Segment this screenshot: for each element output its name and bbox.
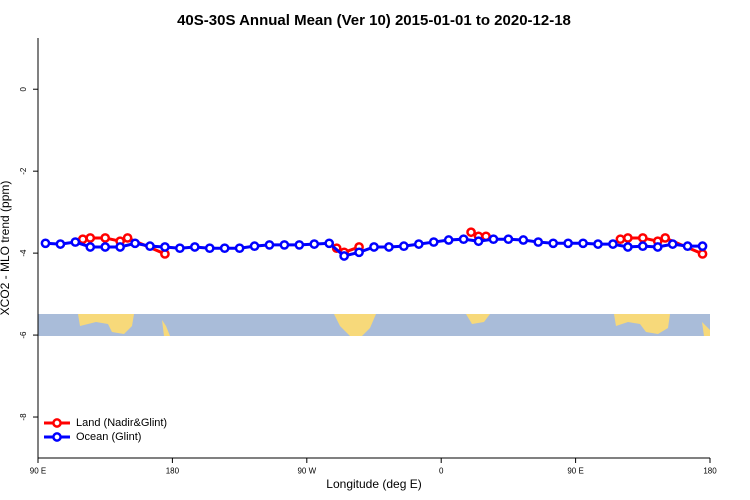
point <box>384 242 394 252</box>
y-tick-label: -8 <box>19 413 28 421</box>
legend-label: Ocean (Glint) <box>76 431 141 443</box>
x-tick-label: 180 <box>166 467 180 476</box>
y-tick-label: -4 <box>19 249 28 257</box>
point <box>652 242 663 252</box>
point <box>100 242 111 252</box>
point <box>578 238 588 249</box>
point <box>354 247 364 258</box>
point <box>55 239 66 249</box>
x-tick-label: 90 E <box>30 467 46 476</box>
point <box>615 234 626 245</box>
ocean-strip <box>38 314 710 336</box>
x-tick-label: 180 <box>703 467 717 476</box>
point <box>70 237 81 247</box>
point <box>623 233 633 243</box>
point <box>249 241 260 252</box>
point <box>122 233 133 243</box>
x-tick-label: 90 E <box>567 467 583 476</box>
point <box>219 243 230 254</box>
point <box>204 243 215 254</box>
map-strip <box>38 314 710 336</box>
legend-label: Land (Nadir&Glint) <box>76 417 167 429</box>
point <box>130 238 140 249</box>
point <box>77 234 88 245</box>
legend-marker <box>52 418 62 428</box>
y-tick-label: -6 <box>19 331 28 339</box>
point <box>488 234 499 245</box>
x-tick-label: 0 <box>439 467 444 476</box>
point <box>667 239 678 249</box>
point <box>660 233 671 243</box>
point <box>682 241 693 252</box>
point <box>637 241 648 252</box>
point <box>309 239 320 249</box>
point <box>533 237 544 247</box>
point <box>85 233 96 243</box>
y-tick-label: -2 <box>19 167 28 175</box>
point <box>399 241 409 252</box>
point <box>428 237 439 247</box>
point <box>115 242 125 252</box>
x-tick-label: 90 W <box>297 467 316 476</box>
point <box>324 238 335 249</box>
legend-marker <box>52 432 62 442</box>
x-axis-label: Longitude (deg E) <box>326 477 421 491</box>
point <box>608 239 618 249</box>
point <box>548 238 559 249</box>
chart-title: 40S-30S Annual Mean (Ver 10) 2015-01-01 … <box>177 12 571 29</box>
point <box>189 242 200 252</box>
point <box>175 243 185 254</box>
point <box>623 242 633 252</box>
point <box>637 233 648 243</box>
point <box>264 240 275 250</box>
land-shape <box>78 314 134 334</box>
point <box>443 235 454 245</box>
y-tick-label: 0 <box>19 86 28 91</box>
point <box>503 234 514 245</box>
point <box>279 240 290 250</box>
point <box>466 227 476 238</box>
point <box>100 233 111 243</box>
y-axis-label: XCO2 - MLO trend (ppm) <box>0 181 12 316</box>
land-shape <box>334 314 376 336</box>
point <box>369 242 379 252</box>
point <box>563 238 573 249</box>
land-shape <box>702 322 710 336</box>
point <box>40 238 51 249</box>
land-shape <box>162 320 170 336</box>
point <box>413 239 424 249</box>
point <box>145 241 155 252</box>
point <box>697 249 708 259</box>
point <box>518 235 529 245</box>
point <box>697 241 708 252</box>
land-shape <box>466 314 490 324</box>
point <box>593 239 603 249</box>
point <box>339 251 349 261</box>
point <box>160 242 170 252</box>
point <box>85 242 96 252</box>
point <box>294 240 305 250</box>
point <box>458 234 469 245</box>
land-shape <box>614 314 670 334</box>
point <box>473 236 484 247</box>
point <box>234 243 245 254</box>
